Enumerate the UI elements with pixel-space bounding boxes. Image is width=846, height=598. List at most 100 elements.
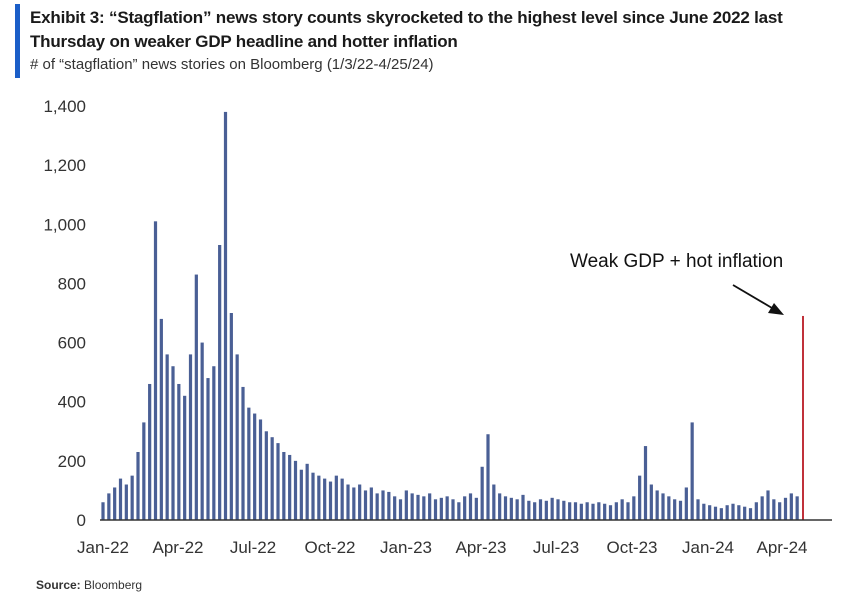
bar [655, 490, 659, 520]
bar [101, 502, 105, 520]
bar [317, 475, 321, 520]
bar [533, 502, 537, 520]
bar [328, 481, 333, 520]
bar [649, 484, 653, 520]
bar [188, 354, 193, 520]
x-tick-label: Apr-24 [756, 538, 807, 557]
bar [223, 111, 228, 520]
x-tick-label: Oct-22 [304, 538, 355, 557]
bar [696, 499, 700, 520]
bar [387, 491, 391, 520]
bar [509, 497, 513, 520]
bar [439, 497, 443, 520]
bar [690, 422, 694, 520]
x-tick-label: Apr-23 [455, 538, 506, 557]
bar [772, 499, 776, 520]
bar [183, 395, 187, 520]
bar [778, 502, 782, 520]
bar [118, 478, 123, 520]
y-tick-label: 200 [58, 452, 86, 471]
bar [678, 500, 683, 520]
bar [474, 497, 478, 520]
bar [544, 500, 548, 520]
chart-subtitle: # of “stagflation” news stories on Bloom… [30, 56, 434, 73]
bar [253, 413, 257, 520]
bar [667, 496, 671, 520]
bar [620, 499, 624, 520]
bar [725, 505, 729, 520]
bar [165, 354, 169, 520]
bar [276, 443, 280, 520]
bar [433, 499, 438, 520]
bar [171, 366, 175, 520]
bar [550, 497, 554, 520]
x-axis-ticks: Jan-22 Apr-22 Jul-22 Oct-22 Jan-23 Apr-23 Jul-… [77, 538, 808, 557]
bar [632, 496, 636, 520]
bar [422, 496, 426, 520]
bar [393, 496, 397, 520]
x-tick-label: Apr-22 [152, 538, 203, 557]
bar [288, 454, 292, 520]
bar [130, 475, 134, 520]
bar [194, 274, 198, 520]
y-tick-label: 1,200 [43, 156, 86, 175]
bar [136, 451, 140, 520]
bar [597, 502, 601, 520]
bar [410, 493, 414, 520]
bar [200, 342, 204, 520]
source-note: Source: Bloomberg [36, 578, 142, 592]
bar [573, 502, 578, 520]
bar [556, 499, 560, 520]
source-label: Source: [36, 578, 81, 592]
bar [503, 496, 508, 520]
x-tick-label: Jul-23 [533, 538, 579, 557]
bar [398, 499, 403, 520]
source-value: Bloomberg [84, 578, 143, 592]
bar [311, 472, 315, 520]
bar [206, 378, 210, 520]
bar [521, 494, 525, 520]
bar-latest-highlight [802, 315, 804, 520]
bar [783, 497, 788, 520]
y-tick-label: 600 [58, 334, 86, 353]
bar [737, 505, 741, 520]
bar [381, 490, 385, 520]
bar [538, 499, 543, 520]
x-tick-label: Jan-23 [380, 538, 432, 557]
bar [684, 487, 688, 520]
bar [375, 493, 379, 520]
bar [334, 475, 338, 520]
bar [562, 500, 566, 520]
accent-bar [15, 4, 20, 78]
bar [708, 505, 712, 520]
bar [579, 503, 583, 520]
bar [428, 493, 432, 520]
bar [270, 437, 274, 520]
bar [363, 490, 368, 520]
bar [789, 493, 793, 520]
bar [142, 422, 146, 520]
bar [107, 493, 111, 520]
bar [159, 318, 163, 520]
bar [113, 487, 117, 520]
bar [591, 503, 595, 520]
bar [614, 502, 618, 520]
bar [229, 313, 233, 520]
bar [661, 493, 665, 520]
bar [247, 407, 251, 520]
annotation-arrow [732, 284, 784, 315]
y-axis-ticks: 0 200 400 600 800 1,000 1,200 1,400 [43, 97, 86, 530]
y-tick-label: 800 [58, 274, 86, 293]
bar [235, 354, 239, 520]
bar [457, 502, 461, 520]
x-tick-label: Jul-22 [230, 538, 276, 557]
y-tick-label: 1,400 [43, 97, 86, 116]
bar [416, 494, 420, 520]
bar [713, 506, 718, 520]
bar [124, 484, 128, 520]
bar [492, 484, 496, 520]
bar [340, 478, 344, 520]
bar [468, 493, 473, 520]
bar [743, 506, 747, 520]
